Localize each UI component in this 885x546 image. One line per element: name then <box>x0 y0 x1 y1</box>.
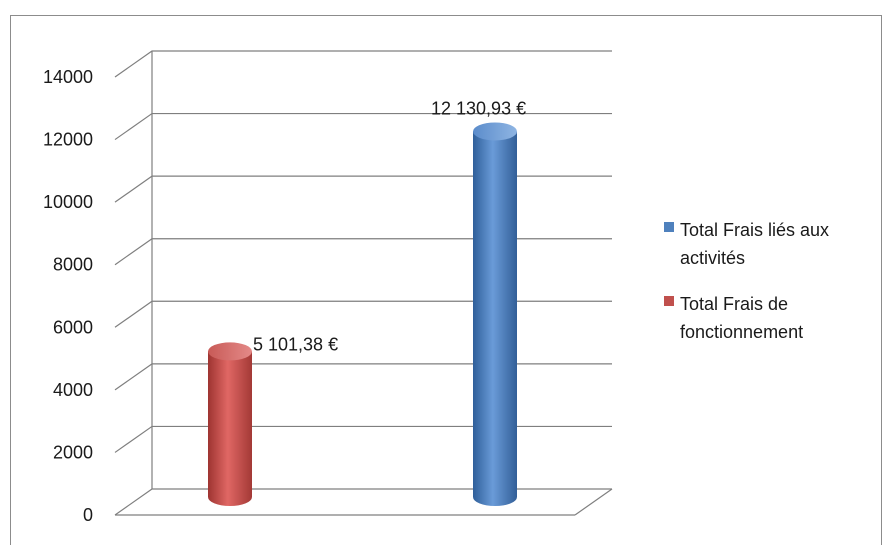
y-tick-label: 10000 <box>43 192 93 212</box>
bar-body <box>473 131 517 506</box>
y-axis-ticks: 0 2000 4000 6000 8000 10000 12000 14000 <box>43 67 93 525</box>
gridline <box>114 238 612 266</box>
data-label: 12 130,93 € <box>431 98 526 118</box>
legend-label: Total Frais de <box>680 294 788 314</box>
y-tick-label: 0 <box>83 505 93 525</box>
gridline <box>114 112 612 141</box>
y-tick-label: 6000 <box>53 317 93 337</box>
data-label: 5 101,38 € <box>253 334 338 354</box>
gridline <box>114 488 612 516</box>
legend-label: Total Frais liés aux <box>680 220 829 240</box>
y-tick-label: 12000 <box>43 130 93 150</box>
legend-item: Total Frais liés aux activités <box>664 220 829 268</box>
gridline <box>114 50 612 78</box>
gridline <box>114 175 612 203</box>
legend-swatch <box>664 296 674 306</box>
bar-0 <box>208 342 252 506</box>
bars <box>208 122 517 506</box>
legend-label: activités <box>680 248 745 268</box>
y-tick-label: 8000 <box>53 255 93 275</box>
data-labels: 5 101,38 € 12 130,93 € <box>253 98 526 354</box>
y-tick-label: 2000 <box>53 442 93 462</box>
bar-top <box>208 342 252 361</box>
bar-top <box>473 122 517 141</box>
bar-1 <box>473 122 517 506</box>
gridline <box>114 363 612 391</box>
chart-frame <box>10 15 882 545</box>
legend-label: fonctionnement <box>680 322 803 342</box>
y-tick-label: 14000 <box>43 67 93 87</box>
y-tick-label: 4000 <box>53 380 93 400</box>
legend-item: Total Frais de fonctionnement <box>664 294 803 342</box>
legend-swatch <box>664 222 674 232</box>
floor-right-edge <box>574 488 613 516</box>
gridlines <box>114 50 613 516</box>
bar-body <box>208 351 252 506</box>
gridline <box>114 425 612 453</box>
gridline <box>114 300 612 328</box>
